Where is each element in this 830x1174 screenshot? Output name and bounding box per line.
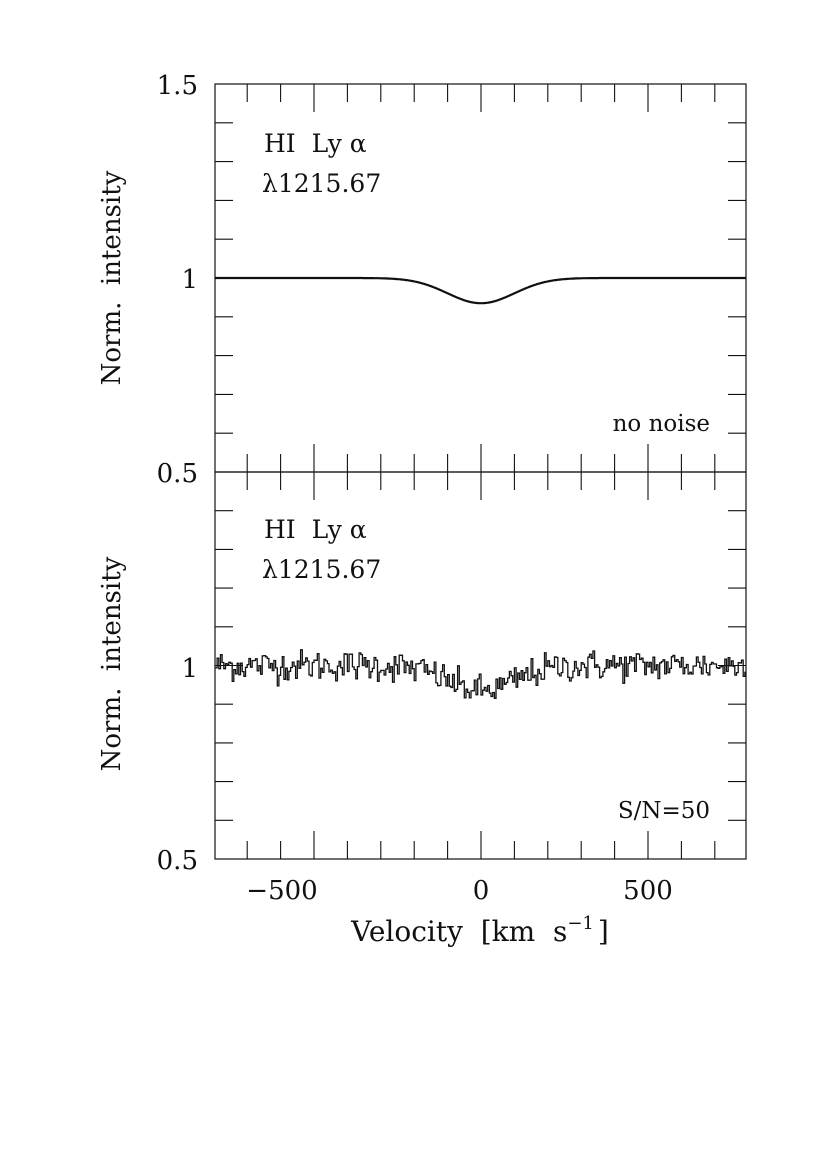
x-axis-label-close: ] (598, 915, 609, 948)
top-spectrum-line (215, 276, 746, 305)
xtick-label-0: 0 (473, 876, 490, 906)
top-ytick-label-0-5: 0.5 (157, 459, 198, 489)
top-corner-label: no noise (613, 411, 710, 437)
top-ylabel: Norm. intensity (97, 170, 127, 385)
bottom-ytick-label-0-5: 0.5 (157, 846, 198, 876)
bottom-panel-ticks (215, 471, 746, 860)
top-ytick-label-1-5: 1.5 (157, 71, 198, 101)
bottom-ytick-label-1: 1 (181, 654, 198, 684)
x-axis-label: Velocity [km s−1] (350, 913, 609, 948)
top-ytick-label-1: 1 (181, 265, 198, 295)
bottom-spectrum-line (215, 649, 746, 699)
bottom-annotation-species: HI Ly α (264, 515, 367, 544)
bottom-annotation-wavelength: λ1215.67 (262, 555, 381, 584)
top-annotation-species: HI Ly α (264, 129, 367, 158)
bottom-corner-label: S/N=50 (618, 798, 710, 824)
top-annotation-wavelength: λ1215.67 (262, 169, 381, 198)
xtick-label-500: 500 (623, 876, 673, 906)
bottom-panel: 1 0.5 Norm. intensity HI Ly α λ1215.67 S… (97, 471, 747, 948)
x-axis-label-main: Velocity [km s (350, 915, 567, 948)
xtick-label-minus-500: −500 (246, 876, 317, 906)
bottom-ylabel: Norm. intensity (97, 556, 127, 771)
top-panel: 1.5 1 0.5 Norm. intensity HI Ly α λ1215.… (97, 71, 747, 489)
x-axis-label-exponent: −1 (567, 913, 594, 934)
